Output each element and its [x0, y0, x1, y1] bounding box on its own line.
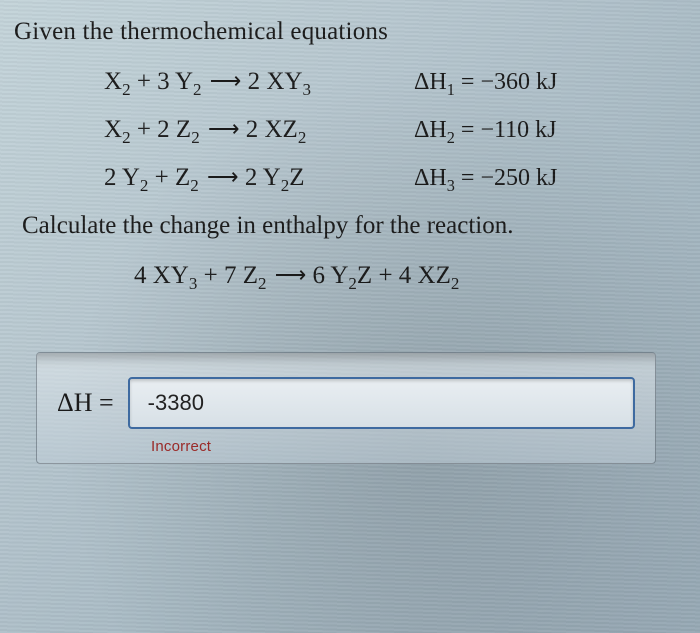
instruction-text: Calculate the change in enthalpy for the…	[22, 212, 680, 240]
equation-row: 2 Y2 + Z2 ⟶ 2 Y2Z ΔH3 = −250 kJ	[104, 164, 680, 192]
answer-region: ΔH = Incorrect	[36, 352, 656, 464]
feedback-text: Incorrect	[151, 438, 211, 455]
equation-chem: X2 + 2 Z2 ⟶ 2 XZ2	[104, 116, 414, 144]
given-equations: X2 + 3 Y2 ⟶ 2 XY3 ΔH1 = −360 kJ X2 + 2 Z…	[14, 68, 680, 192]
equation-rhs: 2 XZ2	[246, 116, 307, 143]
equation-rhs: 6 Y2Z + 4 XZ2	[313, 262, 460, 289]
dh-symbol: ΔH1 =	[414, 69, 480, 95]
equation-row: X2 + 3 Y2 ⟶ 2 XY3 ΔH1 = −360 kJ	[104, 68, 680, 96]
equation-row: X2 + 2 Z2 ⟶ 2 XZ2 ΔH2 = −110 kJ	[104, 116, 680, 144]
equation-lhs: 2 Y2 + Z2	[104, 164, 199, 191]
equation-lhs: X2 + 3 Y2	[104, 68, 202, 95]
equation-rhs: 2 XY3	[248, 68, 311, 95]
equation-rhs: 2 Y2Z	[245, 164, 305, 191]
arrow-icon: ⟶	[208, 68, 242, 94]
equation-dh: ΔH2 = −110 kJ	[414, 117, 556, 144]
arrow-icon: ⟶	[205, 164, 239, 190]
equation-dh: ΔH1 = −360 kJ	[414, 69, 557, 96]
equation-dh: ΔH3 = −250 kJ	[414, 165, 557, 192]
equation-lhs: 4 XY3 + 7 Z2	[134, 262, 266, 289]
dh-value: −250 kJ	[480, 165, 557, 191]
page-title: Given the thermochemical equations	[14, 18, 680, 46]
dh-symbol: ΔH2 =	[414, 117, 480, 143]
equation-lhs: X2 + 2 Z2	[104, 116, 200, 143]
dh-value: −360 kJ	[480, 69, 557, 95]
arrow-icon: ⟶	[206, 116, 240, 142]
answer-card: ΔH = Incorrect	[36, 352, 656, 464]
dh-value: −110 kJ	[480, 117, 556, 143]
equation-chem: 2 Y2 + Z2 ⟶ 2 Y2Z	[104, 164, 414, 192]
target-equation: 4 XY3 + 7 Z2 ⟶ 6 Y2Z + 4 XZ2	[14, 262, 680, 290]
arrow-icon: ⟶	[273, 262, 307, 288]
equation-chem: X2 + 3 Y2 ⟶ 2 XY3	[104, 68, 414, 96]
question-page: Given the thermochemical equations X2 + …	[0, 0, 700, 633]
answer-label: ΔH =	[57, 388, 114, 418]
dh-symbol: ΔH3 =	[414, 165, 480, 191]
answer-input[interactable]	[128, 377, 635, 429]
